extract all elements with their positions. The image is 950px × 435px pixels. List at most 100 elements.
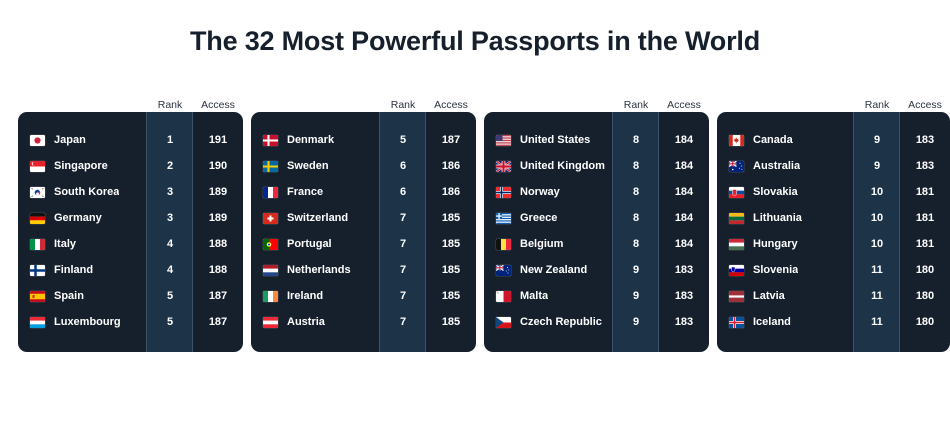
rank-value: 1 [166, 134, 174, 146]
column-divider-left [612, 112, 613, 352]
access-value: 184 [674, 160, 694, 172]
country-name: Finland [54, 264, 94, 276]
country-cell: United Kingdom [484, 160, 613, 172]
flag-kr-icon [30, 186, 45, 198]
country-cell: Australia [717, 160, 854, 172]
table-row: Luxembourg 5 187 [18, 309, 243, 335]
access-value: 185 [441, 212, 461, 224]
table-row: Canada 9 183 [717, 127, 950, 153]
table-row: Spain 5 187 [18, 283, 243, 309]
footer: Flight Hub justfly.com Information sourc… [0, 362, 950, 435]
access-value: 185 [441, 264, 461, 276]
flag-se-icon [263, 160, 278, 172]
country-name: Denmark [287, 134, 335, 146]
country-name: New Zealand [520, 264, 588, 276]
flag-de-icon [30, 212, 45, 224]
table-row: South Korea 3 189 [18, 179, 243, 205]
rank-value: 5 [399, 134, 407, 146]
access-value: 181 [915, 186, 935, 198]
country-name: Hungary [753, 238, 798, 250]
table-row: Czech Republic 9 183 [484, 309, 709, 335]
country-cell: Denmark [251, 134, 380, 146]
rank-value: 5 [166, 316, 174, 328]
flag-lu-icon [30, 316, 45, 328]
rank-value: 6 [399, 160, 407, 172]
country-cell: Czech Republic [484, 316, 613, 328]
column-header: Rank Access [18, 92, 243, 112]
table-row: Lithuania 10 181 [717, 205, 950, 231]
country-name: Lithuania [753, 212, 802, 224]
access-value: 187 [208, 290, 228, 302]
country-name: United Kingdom [520, 160, 605, 172]
rank-value: 8 [632, 160, 640, 172]
rank-value: 5 [166, 290, 174, 302]
country-name: Spain [54, 290, 84, 302]
table-row: Germany 3 189 [18, 205, 243, 231]
passport-column: Rank Access Japan 1 191 Singapore 2 190 South Ko… [18, 92, 243, 352]
header-rank: Rank [390, 99, 416, 111]
flag-at-icon [263, 316, 278, 328]
rank-value: 3 [166, 186, 174, 198]
country-name: Switzerland [287, 212, 349, 224]
country-cell: Austria [251, 316, 380, 328]
country-name: Canada [753, 134, 793, 146]
rank-value: 4 [166, 238, 174, 250]
country-name: Japan [54, 134, 86, 146]
flag-cz-icon [496, 316, 511, 328]
access-value: 181 [915, 238, 935, 250]
header-access: Access [201, 99, 235, 111]
table-row: Australia 9 183 [717, 153, 950, 179]
access-value: 180 [915, 290, 935, 302]
access-value: 180 [915, 316, 935, 328]
table-row: United States 8 184 [484, 127, 709, 153]
column-divider-right [658, 112, 659, 352]
access-value: 185 [441, 290, 461, 302]
country-name: Luxembourg [54, 316, 121, 328]
table-row: Japan 1 191 [18, 127, 243, 153]
country-cell: South Korea [18, 186, 147, 198]
passport-column: Rank Access Canada 9 183 Australia 9 183 Slovaki… [717, 92, 950, 352]
table-row: Norway 8 184 [484, 179, 709, 205]
access-value: 189 [208, 212, 228, 224]
country-cell: Singapore [18, 160, 147, 172]
access-value: 185 [441, 238, 461, 250]
country-cell: Finland [18, 264, 147, 276]
country-cell: Malta [484, 290, 613, 302]
country-cell: Iceland [717, 316, 854, 328]
country-name: Ireland [287, 290, 324, 302]
access-value: 180 [915, 264, 935, 276]
country-name: Portugal [287, 238, 332, 250]
rank-value: 9 [873, 134, 881, 146]
rank-value: 4 [166, 264, 174, 276]
flag-nl-icon [263, 264, 278, 276]
access-value: 183 [674, 264, 694, 276]
column-header: Rank Access [484, 92, 709, 112]
rank-value: 11 [871, 290, 883, 302]
flag-nz-icon [496, 264, 511, 276]
rank-value: 9 [873, 160, 881, 172]
country-name: Italy [54, 238, 77, 250]
country-name: South Korea [54, 186, 120, 198]
table-row: Latvia 11 180 [717, 283, 950, 309]
rank-column-band [854, 112, 900, 352]
flag-be-icon [496, 238, 511, 250]
rank-column-band [613, 112, 659, 352]
rank-value: 10 [870, 212, 884, 224]
country-name: Norway [520, 186, 560, 198]
access-value: 184 [674, 212, 694, 224]
header-access: Access [434, 99, 468, 111]
passport-card: Japan 1 191 Singapore 2 190 South Korea 3 189 Ger… [18, 112, 243, 352]
column-divider-right [899, 112, 900, 352]
country-name: Slovenia [753, 264, 799, 276]
country-cell: Netherlands [251, 264, 380, 276]
flag-it-icon [30, 238, 45, 250]
column-header: Rank Access [717, 92, 950, 112]
column-divider-right [192, 112, 193, 352]
flag-us-icon [496, 134, 511, 146]
access-value: 181 [915, 212, 935, 224]
flag-fr-icon [263, 186, 278, 198]
country-cell: Norway [484, 186, 613, 198]
country-cell: Latvia [717, 290, 854, 302]
table-row: Greece 8 184 [484, 205, 709, 231]
